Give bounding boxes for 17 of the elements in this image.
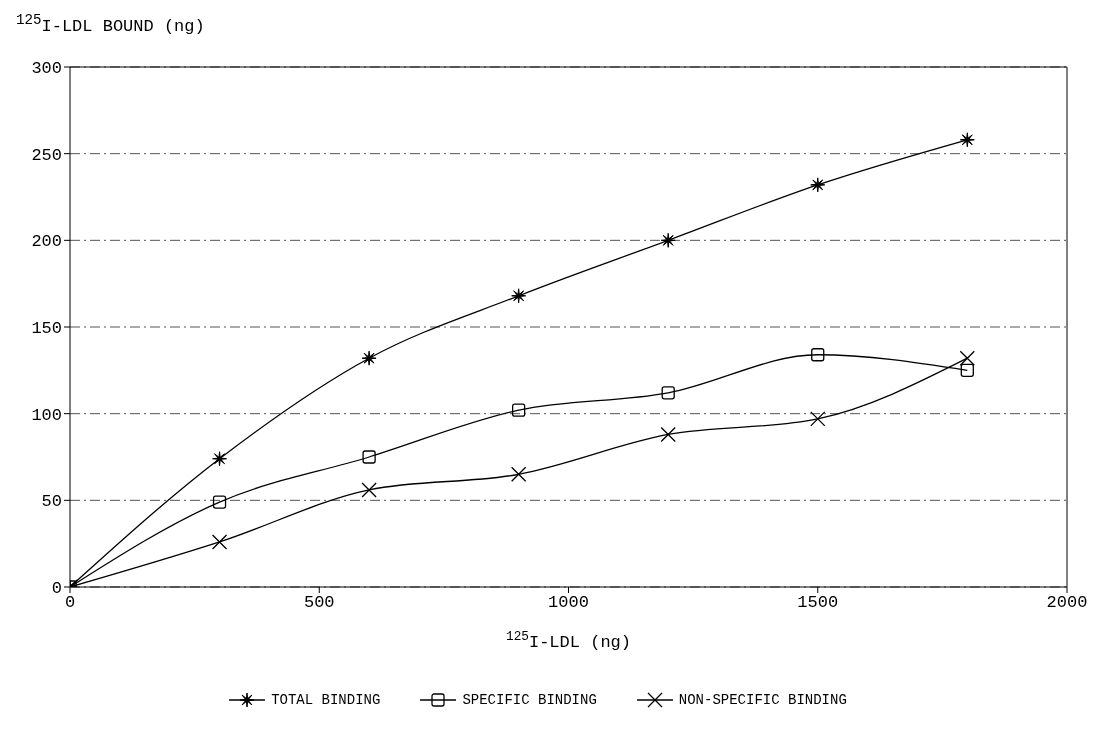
y-tick-label: 250 [31, 145, 62, 165]
x-tick-label: 0 [64, 593, 76, 613]
x-tick-label: 2000 [1046, 593, 1088, 613]
x-tick-label: 1000 [548, 593, 589, 613]
y-axis-title: $^{125}$I-LDL BOUND (ng) [16, 12, 205, 36]
y-tick-label: 0 [51, 579, 62, 599]
x-tick-label: 1500 [797, 593, 839, 613]
x-axis-title: $^{125}$I-LDL (ng) [506, 628, 631, 652]
y-tick-label: 50 [41, 492, 62, 512]
legend-label: NON-SPECIFIC BINDING [678, 692, 847, 708]
y-tick-label: 150 [31, 319, 62, 339]
y-tick-label: 200 [31, 232, 62, 252]
legend-label: TOTAL BINDING [271, 692, 381, 708]
legend-label: SPECIFIC BINDING [462, 692, 597, 708]
y-tick-label: 300 [31, 59, 62, 79]
x-tick-label: 500 [303, 593, 335, 613]
y-tick-label: 100 [31, 405, 62, 425]
